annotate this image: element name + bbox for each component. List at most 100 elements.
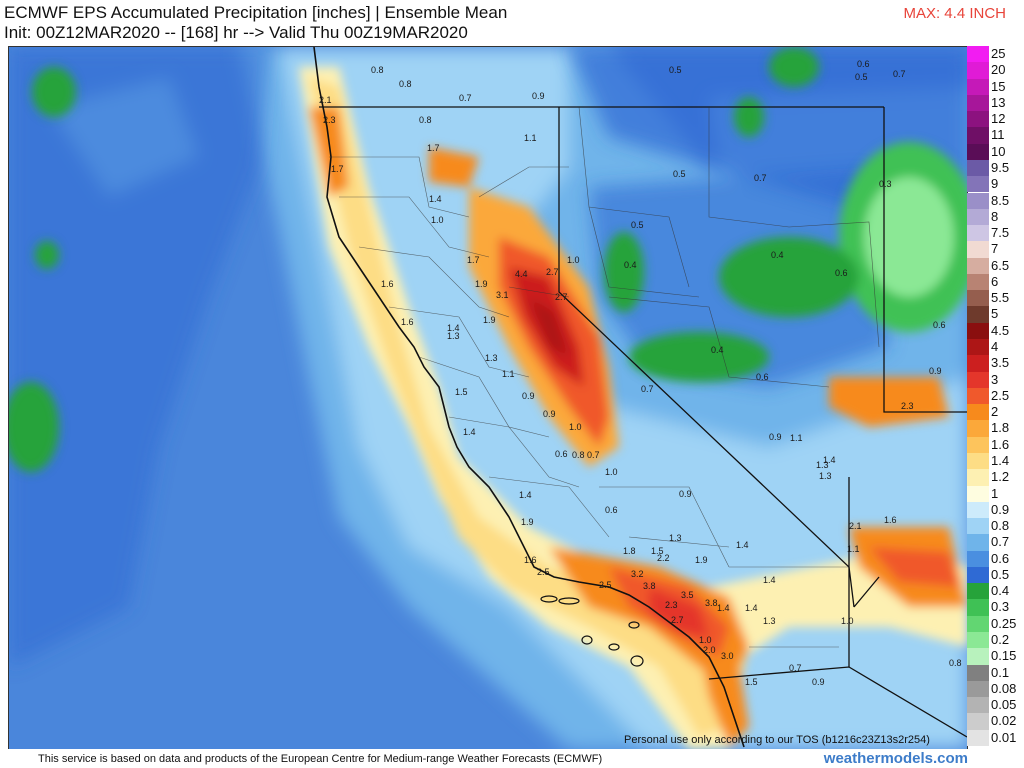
map-value-label: 0.6 (857, 59, 870, 69)
map-value-label: 0.4 (711, 345, 724, 355)
legend-swatch (967, 420, 989, 437)
map-value-label: 0.9 (543, 409, 556, 419)
legend-entry: 8.5 (967, 192, 1024, 209)
legend-entry: 0.8 (967, 518, 1024, 535)
map-value-label: 1.5 (651, 546, 664, 556)
map-value-label: 0.9 (769, 432, 782, 442)
legend-swatch (967, 697, 989, 714)
legend-swatch (967, 94, 989, 112)
legend-label: 0.01 (991, 729, 1017, 745)
legend-label: 8 (991, 208, 999, 224)
legend-swatch (967, 306, 989, 323)
map-value-label: 0.9 (812, 677, 825, 687)
map-value-label: 1.3 (819, 471, 832, 481)
legend-entry: 4.5 (967, 322, 1024, 339)
legend-entry: 10 (967, 143, 1024, 160)
map-value-label: 2.3 (665, 600, 678, 610)
legend-entry: 0.5 (967, 566, 1024, 584)
legend-label: 0.9 (991, 501, 1010, 517)
legend-label: 6.5 (991, 257, 1010, 273)
map-value-label: 1.8 (623, 546, 636, 556)
map-value-label: 1.3 (816, 460, 829, 470)
map-value-label: 1.6 (401, 317, 414, 327)
map-value-label: 1.4 (745, 603, 758, 613)
map-value-label: 1.4 (429, 194, 442, 204)
legend-label: 12 (991, 111, 1006, 127)
legend-entry: 6.5 (967, 257, 1024, 274)
legend-label: 0.15 (991, 648, 1017, 664)
legend-swatch (967, 176, 989, 193)
map-value-label: 2.1 (849, 521, 862, 531)
map-value-label: 2.7 (555, 292, 568, 302)
color-legend: 25 20 15 13 12 11 10 9.5 9 8.5 8 7.5 7 6.5 6 5.5 5 4.5 4 3.… (967, 46, 1024, 746)
legend-entry: 13 (967, 94, 1024, 112)
legend-swatch (967, 648, 989, 665)
legend-label: 0.8 (991, 518, 1010, 534)
map-value-label: 1.1 (502, 369, 515, 379)
legend-swatch (967, 46, 989, 63)
legend-label: 0.2 (991, 632, 1010, 648)
legend-label: 0.5 (991, 566, 1010, 582)
legend-swatch (967, 111, 989, 128)
legend-swatch (967, 322, 989, 339)
legend-label: 13 (991, 94, 1006, 110)
legend-entry: 7 (967, 241, 1024, 258)
map-value-label: 0.5 (631, 220, 644, 230)
legend-swatch (967, 583, 989, 600)
legend-entry: 0.9 (967, 501, 1024, 519)
legend-swatch (967, 339, 989, 356)
legend-label: 4 (991, 339, 999, 355)
legend-label: 0.08 (991, 680, 1017, 696)
map-value-label: 0.4 (624, 260, 637, 270)
legend-swatch (967, 518, 989, 535)
map-value-label: 1.4 (447, 323, 460, 333)
map-value-label: 0.6 (933, 320, 946, 330)
map-value-label: 0.6 (835, 268, 848, 278)
map-canvas: 0.8 0.8 0.7 0.9 0.5 0.6 0.5 0.7 0.8 1.1 … (9, 47, 967, 749)
legend-swatch (967, 78, 989, 95)
legend-entry: 0.01 (967, 729, 1024, 746)
map-value-label: 0.8 (371, 65, 384, 75)
map-value-label: 1.4 (717, 603, 730, 613)
map-value-label: 1.7 (331, 164, 344, 174)
brand-link[interactable]: weathermodels.com (823, 750, 968, 767)
legend-label: 2 (991, 404, 999, 420)
legend-swatch (967, 127, 989, 144)
legend-entry: 0.1 (967, 664, 1024, 681)
map-value-label: 0.8 (949, 658, 962, 668)
legend-label: 6 (991, 273, 999, 289)
legend-swatch (967, 452, 989, 470)
legend-swatch (967, 680, 989, 698)
legend-label: 4.5 (991, 322, 1010, 338)
map-value-label: 2.5 (599, 580, 612, 590)
legend-entry: 3.5 (967, 355, 1024, 372)
map-value-label: 0.9 (522, 391, 535, 401)
map-value-label: 0.7 (789, 663, 802, 673)
legend-swatch (967, 387, 989, 405)
legend-entry: 2 (967, 404, 1024, 421)
map-value-label: 3.0 (721, 651, 734, 661)
map-value-label: 3.8 (643, 581, 656, 591)
legend-entry: 0.05 (967, 697, 1024, 714)
map-value-label: 0.6 (555, 449, 568, 459)
map-value-label: 1.0 (569, 422, 582, 432)
map-value-label: 1.3 (447, 331, 460, 341)
legend-label: 0.7 (991, 534, 1010, 550)
map-value-label: 2.7 (546, 267, 559, 277)
map-value-label: 1.9 (521, 517, 534, 527)
legend-swatch (967, 257, 989, 274)
legend-entry: 0.02 (967, 713, 1024, 730)
map-value-label: 1.1 (524, 133, 537, 143)
legend-swatch (967, 501, 989, 519)
legend-entry: 1.8 (967, 420, 1024, 437)
legend-swatch (967, 729, 989, 746)
map-value-label: 1.6 (381, 279, 394, 289)
map-value-label: 1.7 (427, 143, 440, 153)
channel-islands (540, 595, 644, 667)
legend-entry: 20 (967, 62, 1024, 79)
legend-label: 3 (991, 371, 999, 387)
precip-field-green (9, 47, 967, 472)
map-value-label: 1.4 (763, 575, 776, 585)
legend-swatch (967, 290, 989, 307)
legend-swatch (967, 566, 989, 584)
